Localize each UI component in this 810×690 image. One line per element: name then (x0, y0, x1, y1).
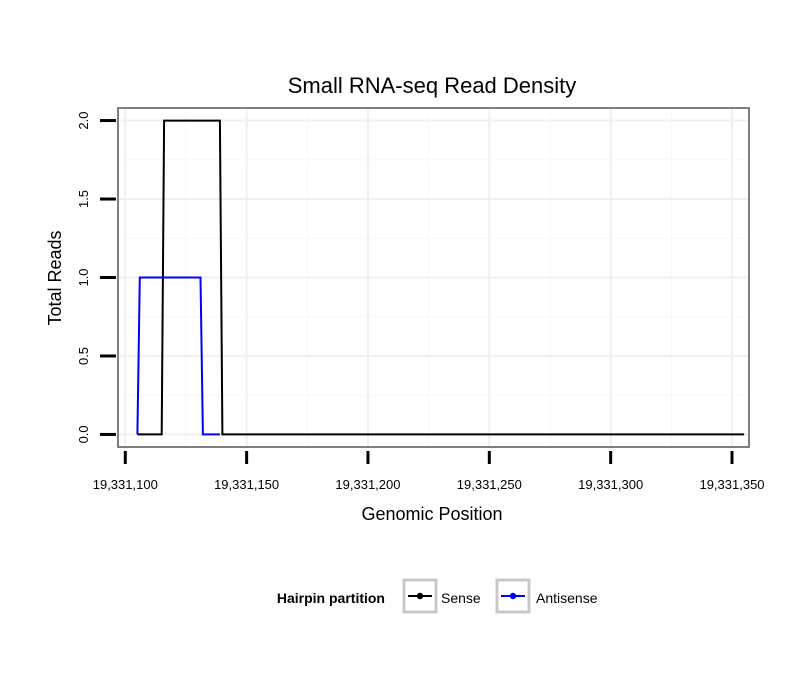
plot-area: 19,331,100 19,331,150 19,331,200 19,331,250… (76, 107, 765, 492)
series-line-sense (137, 119, 745, 436)
x-tick-label: 19,331,250 (457, 477, 522, 492)
legend-key-point (509, 592, 517, 600)
legend-label-sense: Sense (441, 590, 481, 606)
legend-key-point (416, 592, 424, 600)
y-tick-label: 1.0 (76, 268, 91, 286)
x-tick-label: 19,331,300 (578, 477, 643, 492)
legend-label-antisense: Antisense (536, 590, 598, 606)
y-tick-label: 1.5 (76, 190, 91, 208)
legend-title: Hairpin partition (277, 590, 385, 606)
x-tick-label: 19,331,200 (335, 477, 400, 492)
x-axis-label: Genomic Position (361, 504, 502, 524)
chart-title: Small RNA-seq Read Density (288, 73, 577, 98)
y-tick-label: 2.0 (76, 112, 91, 130)
y-axis-label: Total Reads (45, 230, 65, 325)
plot-border (117, 107, 750, 448)
y-tick-label: 0.5 (76, 347, 91, 365)
x-tick-label: 19,331,100 (93, 477, 158, 492)
legend: Hairpin partition Sense Antisense (277, 578, 598, 614)
y-tick-label: 0.0 (76, 425, 91, 443)
x-tick-label: 19,331,150 (214, 477, 279, 492)
series-line-antisense (136, 276, 220, 436)
x-tick-label: 19,331,350 (699, 477, 764, 492)
